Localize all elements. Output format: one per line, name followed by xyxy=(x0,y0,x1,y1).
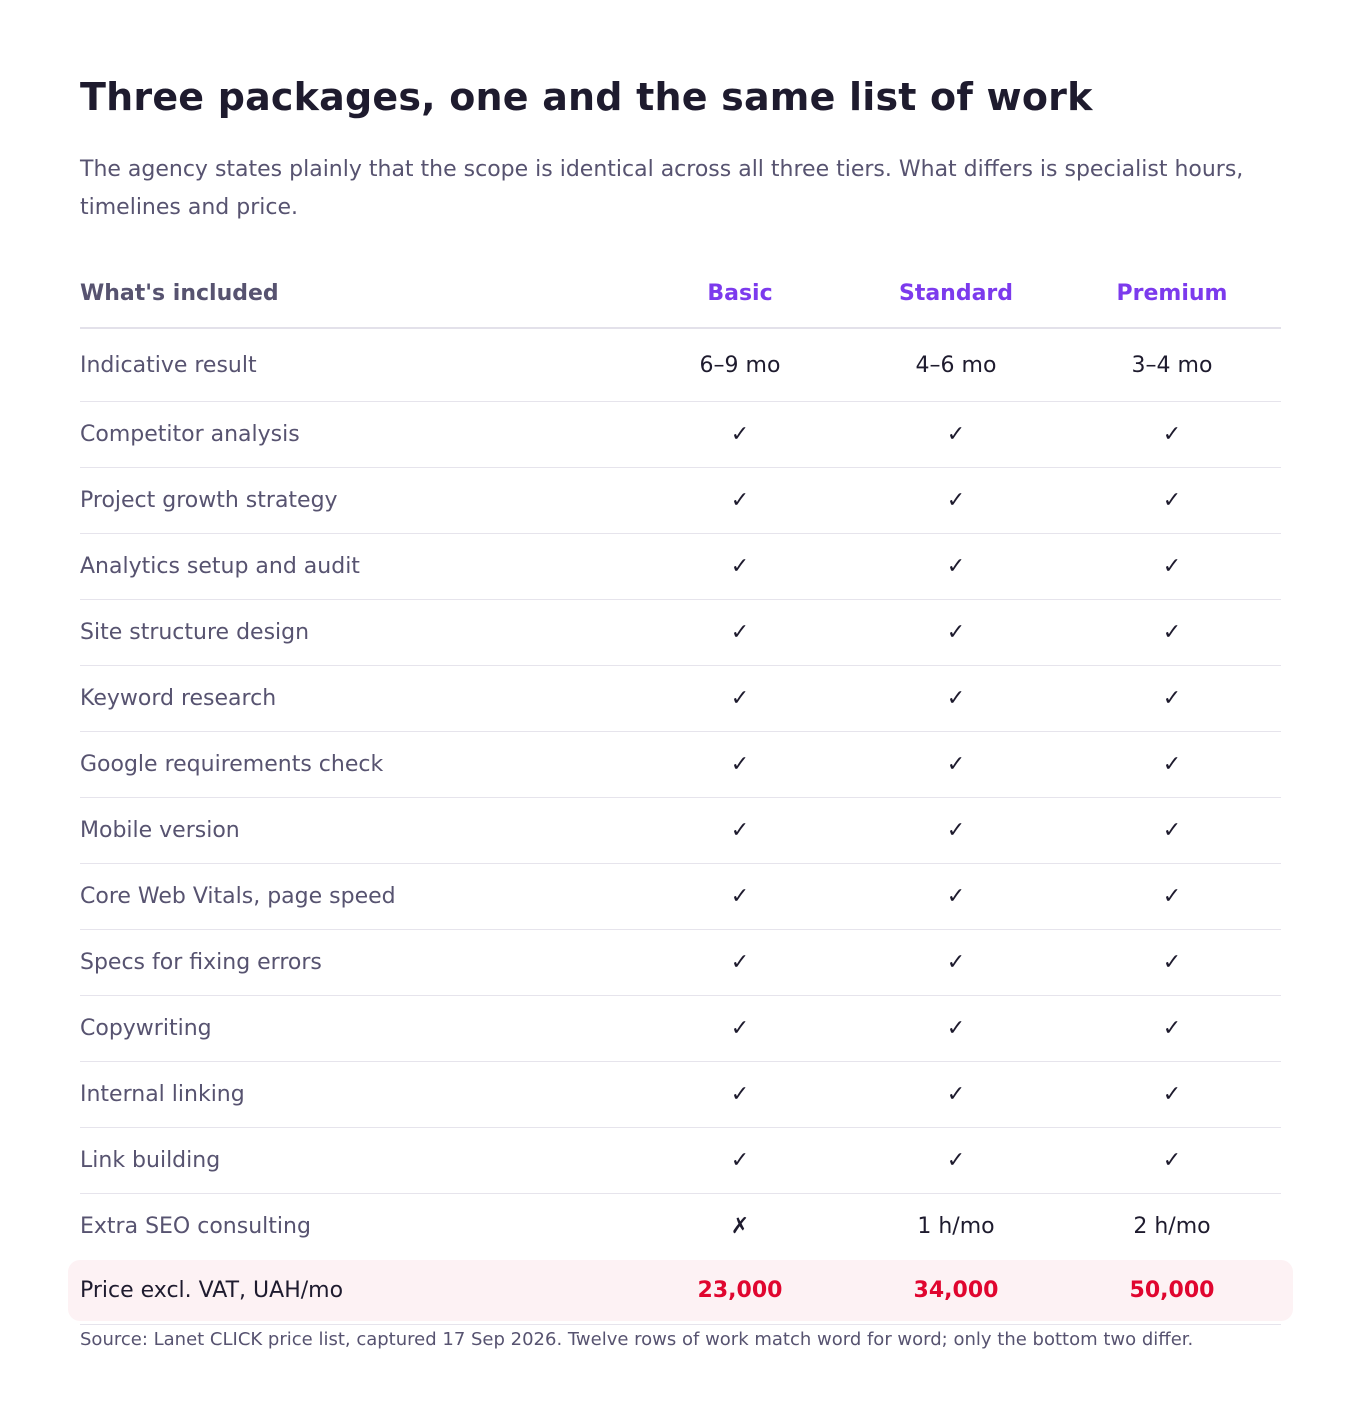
price-row-label: Price excl. VAT, UAH/mo xyxy=(80,1278,344,1303)
basic-check-icon: ✓ xyxy=(730,1082,750,1107)
column-header-premium: Premium xyxy=(1116,281,1228,306)
row-label: Copywriting xyxy=(80,1016,212,1041)
price-row: Price excl. VAT, UAH/mo 23,000 34,000 50… xyxy=(68,1260,1293,1321)
row-label: Google requirements check xyxy=(80,752,384,777)
column-header-standard: Standard xyxy=(898,281,1014,306)
table-row: Extra SEO consulting ✗ 1 h/mo 2 h/mo xyxy=(80,1194,1281,1259)
basic-check-icon: ✓ xyxy=(730,554,750,579)
row-label: Internal linking xyxy=(80,1082,245,1107)
row-label: Competitor analysis xyxy=(80,422,300,447)
table-row: Link building ✓ ✓ ✓ xyxy=(80,1128,1281,1194)
basic-price: 23,000 xyxy=(697,1278,783,1303)
page-subtitle: The agency states plainly that the scope… xyxy=(80,157,1244,220)
premium-check-icon: ✓ xyxy=(1162,950,1182,975)
premium-check-icon: ✓ xyxy=(1162,752,1182,777)
table-row: Copywriting ✓ ✓ ✓ xyxy=(80,996,1281,1062)
page: Three packages, one and the same list of… xyxy=(68,75,1293,1350)
premium-value: 2 h/mo xyxy=(1133,1214,1211,1239)
premium-check-icon: ✓ xyxy=(1162,422,1182,447)
standard-check-icon: ✓ xyxy=(946,488,966,513)
premium-check-icon: ✓ xyxy=(1162,1148,1182,1173)
table-row: Internal linking ✓ ✓ ✓ xyxy=(80,1062,1281,1128)
table-row: Indicative result 6–9 mo 4–6 mo 3–4 mo xyxy=(80,329,1281,402)
basic-value: 6–9 mo xyxy=(699,352,781,378)
basic-check-icon: ✓ xyxy=(730,686,750,711)
premium-check-icon: ✓ xyxy=(1162,620,1182,645)
basic-cross-icon: ✗ xyxy=(730,1214,750,1239)
standard-check-icon: ✓ xyxy=(946,818,966,843)
table-row: Analytics setup and audit ✓ ✓ ✓ xyxy=(80,534,1281,600)
row-label: Specs for fixing errors xyxy=(80,950,322,975)
standard-check-icon: ✓ xyxy=(946,422,966,447)
standard-check-icon: ✓ xyxy=(946,884,966,909)
premium-value: 3–4 mo xyxy=(1131,352,1213,378)
premium-check-icon: ✓ xyxy=(1162,1082,1182,1107)
table-row: Keyword research ✓ ✓ ✓ xyxy=(80,666,1281,732)
standard-check-icon: ✓ xyxy=(946,752,966,777)
row-label: Extra SEO consulting xyxy=(80,1214,311,1239)
comparison-table: What's included Basic Standard Premium I… xyxy=(68,261,1293,1325)
basic-check-icon: ✓ xyxy=(730,1148,750,1173)
table-header-row: What's included Basic Standard Premium xyxy=(80,261,1281,329)
premium-check-icon: ✓ xyxy=(1162,884,1182,909)
row-label: Keyword research xyxy=(80,686,277,711)
basic-check-icon: ✓ xyxy=(730,620,750,645)
standard-check-icon: ✓ xyxy=(946,620,966,645)
table-row: Core Web Vitals, page speed ✓ ✓ ✓ xyxy=(80,864,1281,930)
standard-value: 4–6 mo xyxy=(915,352,997,378)
basic-check-icon: ✓ xyxy=(730,950,750,975)
table-row: Competitor analysis ✓ ✓ ✓ xyxy=(80,402,1281,468)
table-row: Specs for fixing errors ✓ ✓ ✓ xyxy=(80,930,1281,996)
standard-check-icon: ✓ xyxy=(946,1082,966,1107)
row-label: Project growth strategy xyxy=(80,488,338,513)
table-row: Google requirements check ✓ ✓ ✓ xyxy=(80,732,1281,798)
standard-price: 34,000 xyxy=(913,1278,999,1303)
basic-check-icon: ✓ xyxy=(730,1016,750,1041)
standard-value: 1 h/mo xyxy=(917,1214,995,1239)
premium-check-icon: ✓ xyxy=(1162,488,1182,513)
standard-check-icon: ✓ xyxy=(946,1148,966,1173)
table-row: Project growth strategy ✓ ✓ ✓ xyxy=(80,468,1281,534)
table-bottom-divider xyxy=(80,1324,1281,1325)
standard-check-icon: ✓ xyxy=(946,1016,966,1041)
premium-check-icon: ✓ xyxy=(1162,1016,1182,1041)
column-header-whats-included: What's included xyxy=(80,281,279,306)
premium-price: 50,000 xyxy=(1129,1278,1215,1303)
standard-check-icon: ✓ xyxy=(946,950,966,975)
basic-check-icon: ✓ xyxy=(730,752,750,777)
basic-check-icon: ✓ xyxy=(730,884,750,909)
premium-check-icon: ✓ xyxy=(1162,818,1182,843)
premium-check-icon: ✓ xyxy=(1162,554,1182,579)
table-row: Mobile version ✓ ✓ ✓ xyxy=(80,798,1281,864)
row-label: Mobile version xyxy=(80,818,240,843)
row-label: Link building xyxy=(80,1148,221,1173)
source-note: Source: Lanet CLICK price list, captured… xyxy=(80,1329,1194,1350)
row-label: Indicative result xyxy=(80,352,257,378)
column-header-basic: Basic xyxy=(707,281,773,306)
row-label: Core Web Vitals, page speed xyxy=(80,884,396,909)
standard-check-icon: ✓ xyxy=(946,554,966,579)
basic-check-icon: ✓ xyxy=(730,422,750,447)
row-label: Site structure design xyxy=(80,620,310,645)
page-title: Three packages, one and the same list of… xyxy=(80,75,1093,119)
basic-check-icon: ✓ xyxy=(730,818,750,843)
row-label: Analytics setup and audit xyxy=(80,554,360,579)
basic-check-icon: ✓ xyxy=(730,488,750,513)
premium-check-icon: ✓ xyxy=(1162,686,1182,711)
table-row: Site structure design ✓ ✓ ✓ xyxy=(80,600,1281,666)
standard-check-icon: ✓ xyxy=(946,686,966,711)
